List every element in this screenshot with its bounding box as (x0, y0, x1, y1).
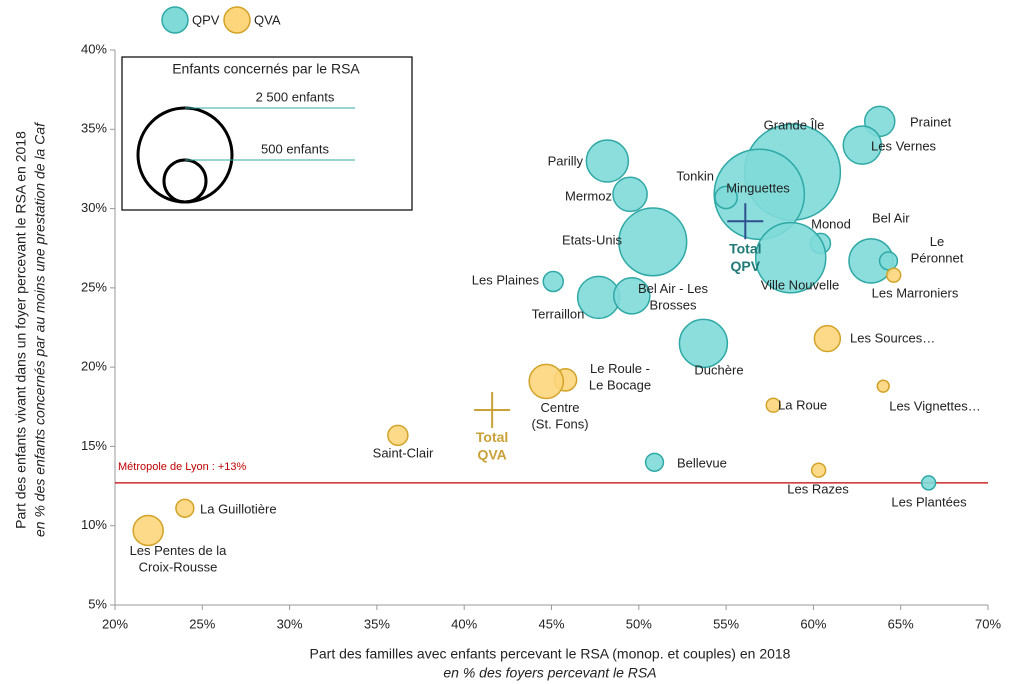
data-label: Bellevue (677, 455, 727, 470)
y-tick-label: 15% (81, 438, 107, 453)
data-label: Grande Île (764, 117, 825, 132)
data-label: Parilly (548, 153, 584, 168)
bubble (528, 363, 565, 400)
y-tick-label: 20% (81, 359, 107, 374)
bubble (714, 185, 738, 210)
series-qva (132, 267, 902, 547)
data-label: Ville Nouvelle (761, 277, 840, 292)
data-label: Duchère (694, 362, 743, 377)
data-label: La Guillotière (200, 501, 277, 516)
reference-label: Métropole de Lyon : +13% (118, 461, 247, 473)
data-label: Les Vignettes… (889, 398, 981, 413)
y-tick-label: 35% (81, 121, 107, 136)
data-label: Centre (St. Fons) (531, 400, 588, 431)
size-legend-title: Enfants concernés par le RSA (172, 61, 360, 77)
y-tick-label: 30% (81, 200, 107, 215)
x-tick-label: 40% (451, 616, 477, 631)
bubble (920, 475, 937, 491)
data-label: Les Plaines (472, 272, 540, 287)
x-tick-label: 25% (189, 616, 215, 631)
data-label: Les Pentes de la Croix-Rousse (130, 543, 228, 574)
data-label: Bel Air (872, 210, 910, 225)
bubble (542, 270, 564, 293)
data-label: Les Marroniers (872, 285, 959, 300)
data-label: Minguettes (726, 180, 790, 195)
y-axis-label: Part des enfants vivant dans un foyer pe… (13, 131, 29, 529)
x-axis-label: Part des familles avec enfants percevant… (310, 646, 791, 662)
bubble (842, 125, 883, 165)
y-tick-label: 5% (88, 596, 107, 611)
x-tick-label: 60% (800, 616, 826, 631)
y-tick-label: 25% (81, 279, 107, 294)
bubble (885, 267, 902, 283)
bubble (876, 379, 890, 393)
x-tick-label: 70% (975, 616, 1001, 631)
bubble (585, 139, 630, 183)
data-label: Le Péronnet (911, 234, 964, 265)
x-axis-sublabel: en % des foyers percevant le RSA (443, 665, 656, 681)
x-tick-label: 50% (626, 616, 652, 631)
x-tick-label: 35% (364, 616, 390, 631)
data-label: La Roue (778, 397, 827, 412)
y-tick-label: 40% (81, 41, 107, 56)
bubble (132, 514, 164, 547)
bubble (713, 148, 806, 241)
data-label: Mermoz (565, 188, 612, 203)
x-tick-label: 30% (277, 616, 303, 631)
x-tick-label: 65% (888, 616, 914, 631)
bubble (612, 276, 651, 315)
bubble (612, 176, 648, 213)
bubble (678, 318, 729, 369)
bubble (387, 424, 409, 447)
data-label: Le Roule -Le Bocage (589, 361, 651, 392)
y-axis-sublabel: en % des enfants concernés par au moins … (32, 121, 48, 537)
size-legend-label: 2 500 enfants (256, 89, 335, 104)
legend-swatch (161, 6, 189, 34)
legend-label: QPV (192, 12, 220, 27)
bubble (810, 462, 827, 478)
bubble (754, 221, 827, 294)
data-label: Bel Air - Les Brosses (638, 281, 709, 312)
y-tick-label: 10% (81, 517, 107, 532)
data-label: Les Vernes (871, 138, 937, 153)
series-qpv (542, 105, 937, 491)
bubble (765, 397, 781, 413)
x-tick-label: 45% (538, 616, 564, 631)
data-label: Les Plantées (891, 494, 967, 509)
bubble (878, 251, 899, 271)
bubble (813, 324, 842, 353)
size-legend-box (121, 56, 413, 211)
size-legend-label: 500 enfants (261, 141, 329, 156)
bubble (618, 207, 688, 277)
x-tick-label: 55% (713, 616, 739, 631)
total-label: Total QPV (729, 240, 761, 274)
bubble (175, 498, 195, 518)
data-label: Etats-Unis (562, 232, 622, 247)
legend-label: QVA (254, 12, 281, 27)
data-label: Prainet (910, 114, 952, 129)
data-label: Les Sources… (850, 330, 935, 345)
data-label: Terraillon (532, 306, 585, 321)
data-label: Tonkin (676, 168, 714, 183)
bubble (644, 452, 665, 472)
total-label: Total QVA (476, 429, 508, 463)
data-label: Monod (811, 216, 851, 231)
data-label: Les Razes (787, 481, 849, 496)
x-tick-label: 20% (102, 616, 128, 631)
data-label: Saint-Clair (373, 445, 434, 460)
legend-swatch (223, 6, 251, 34)
